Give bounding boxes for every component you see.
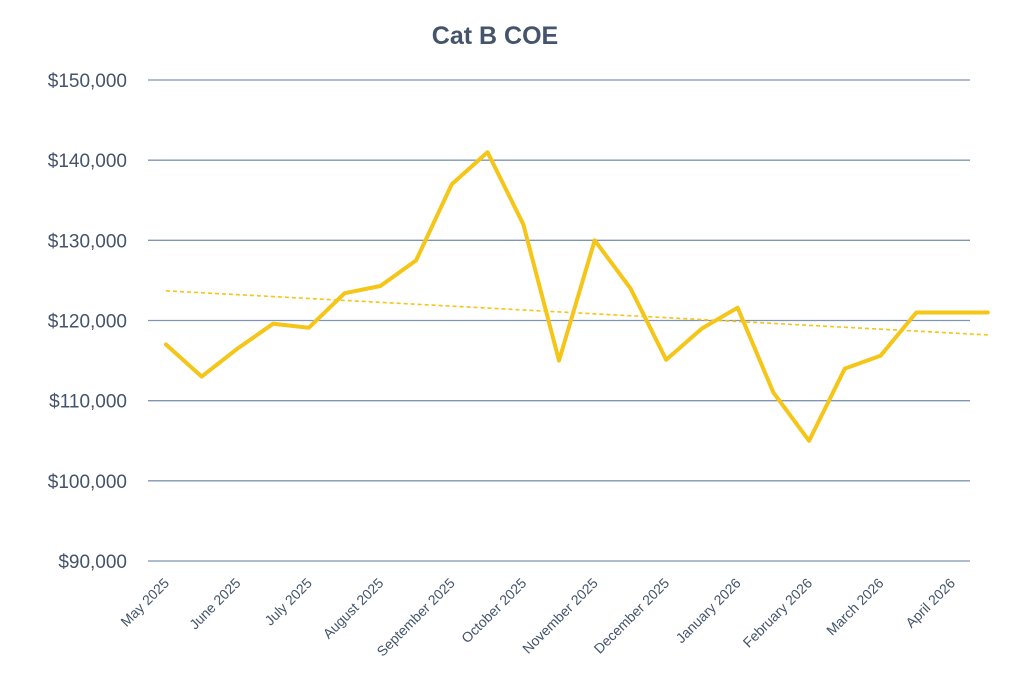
x-tick-label: July 2025 xyxy=(261,575,315,629)
x-tick-label: January 2026 xyxy=(672,575,743,646)
x-tick-label: August 2025 xyxy=(320,575,387,642)
x-tick-label: November 2025 xyxy=(519,575,601,657)
data-point xyxy=(450,182,454,186)
x-tick-label: October 2025 xyxy=(458,575,529,646)
y-tick-label: $120,000 xyxy=(48,312,127,333)
data-point xyxy=(986,310,990,314)
data-point xyxy=(343,291,347,295)
data-point xyxy=(593,238,597,242)
series-line xyxy=(164,150,990,443)
y-tick-label: $110,000 xyxy=(49,392,127,413)
data-point xyxy=(557,359,561,363)
x-tick-label: May 2025 xyxy=(117,575,172,630)
data-point xyxy=(807,439,811,443)
data-point xyxy=(378,284,382,288)
data-point xyxy=(307,326,311,330)
data-point xyxy=(271,322,275,326)
y-tick-label: $100,000 xyxy=(48,472,127,493)
data-point xyxy=(879,354,883,358)
data-point xyxy=(628,286,632,290)
y-tick-label: $150,000 xyxy=(48,71,127,92)
x-tick-label: April 2026 xyxy=(902,575,958,631)
x-tick-label: September 2025 xyxy=(373,575,458,660)
data-point xyxy=(843,367,847,371)
x-tick-label: February 2026 xyxy=(740,575,816,651)
data-point xyxy=(414,258,418,262)
data-point xyxy=(950,310,954,314)
data-point xyxy=(235,347,239,351)
data-point xyxy=(164,343,168,347)
x-tick-label: June 2025 xyxy=(186,575,244,633)
chart-title: Cat B COE xyxy=(431,22,559,50)
y-tick-label: $90,000 xyxy=(58,552,127,573)
data-point xyxy=(486,150,490,154)
data-point xyxy=(771,391,775,395)
data-point xyxy=(664,358,668,362)
y-tick-label: $130,000 xyxy=(48,231,127,252)
data-point xyxy=(736,306,740,310)
data-point xyxy=(521,222,525,226)
y-tick-label: $140,000 xyxy=(48,151,127,172)
data-point xyxy=(700,327,704,331)
x-tick-label: December 2025 xyxy=(591,575,673,657)
data-point xyxy=(914,310,918,314)
x-tick-label: March 2026 xyxy=(823,575,887,639)
data-point xyxy=(200,375,204,379)
